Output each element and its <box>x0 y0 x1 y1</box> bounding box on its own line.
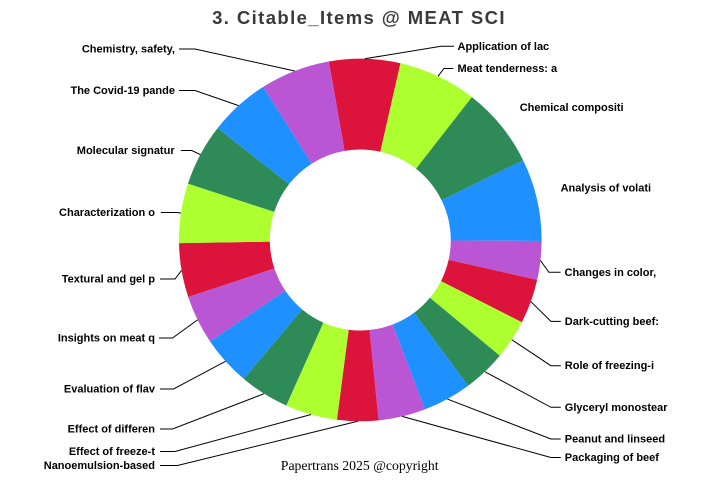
svg-text:Application of lac: Application of lac <box>458 41 550 53</box>
svg-text:Characterization o: Characterization o <box>59 207 155 219</box>
svg-text:Meat tenderness: a: Meat tenderness: a <box>458 63 559 75</box>
svg-text:Peanut and linseed: Peanut and linseed <box>565 434 665 446</box>
svg-text:Packaging of beef: Packaging of beef <box>565 452 659 464</box>
svg-text:Glyceryl monostear: Glyceryl monostear <box>565 402 668 414</box>
svg-text:Dark-cutting beef:: Dark-cutting beef: <box>565 316 659 328</box>
svg-text:Insights on meat q: Insights on meat q <box>58 333 155 345</box>
svg-text:Evaluation of flav: Evaluation of flav <box>64 384 156 396</box>
svg-text:3. Citable_Items @ MEAT SCI: 3. Citable_Items @ MEAT SCI <box>212 7 506 28</box>
svg-text:Chemistry, safety,: Chemistry, safety, <box>82 44 175 56</box>
svg-text:Effect of freeze-t: Effect of freeze-t <box>69 446 156 458</box>
svg-text:Nanoemulsion-based: Nanoemulsion-based <box>44 460 155 472</box>
svg-text:Molecular signatur: Molecular signatur <box>77 145 176 157</box>
svg-text:Textural and gel p: Textural and gel p <box>62 274 156 286</box>
svg-text:Chemical compositi: Chemical compositi <box>520 102 624 114</box>
svg-text:Changes in color,: Changes in color, <box>565 267 657 279</box>
svg-text:Effect of differen: Effect of differen <box>68 424 156 436</box>
svg-text:The Covid-19 pande: The Covid-19 pande <box>70 85 175 97</box>
svg-text:Analysis of volati: Analysis of volati <box>561 182 651 194</box>
svg-text:Role of freezing-i: Role of freezing-i <box>565 360 654 372</box>
svg-text:Papertrans 2025 @copyright: Papertrans 2025 @copyright <box>281 458 439 473</box>
